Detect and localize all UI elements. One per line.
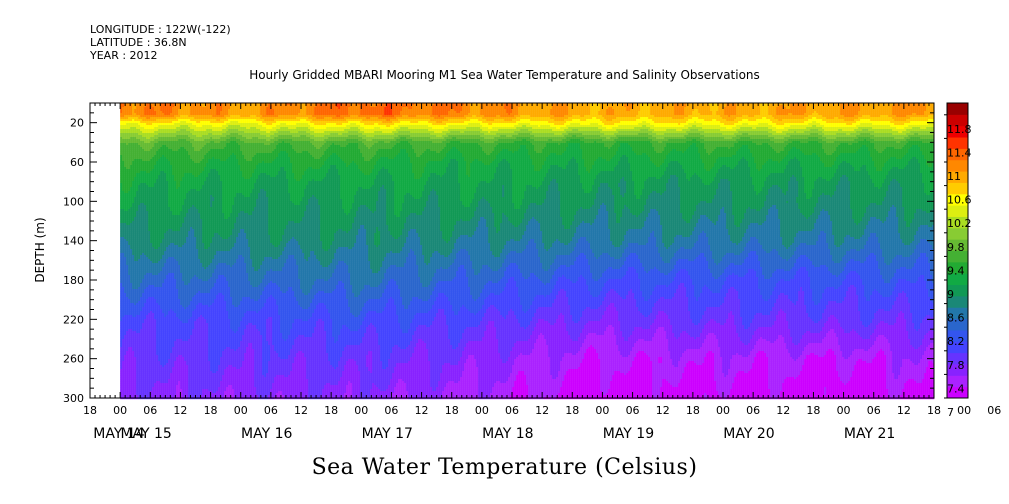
x-hour-tick-label: 18: [565, 404, 579, 417]
y-tick-label: 180: [63, 274, 84, 287]
x-hour-tick-label: 06: [867, 404, 881, 417]
colorbar-swatch: [947, 205, 968, 217]
y-tick-label: 20: [70, 117, 84, 130]
x-day-label: MAY 16: [241, 426, 292, 442]
x-hour-tick-label: 00: [595, 404, 609, 417]
colorbar-swatch: [947, 103, 968, 115]
x-hour-tick-label: 06: [143, 404, 157, 417]
colorbar: 11.8 11.4 11 10.6 10.2 9.8 9.4 9 8.6 8.2 7.8 7.4 7: [944, 103, 972, 419]
chart-subtitle: Sea Water Temperature (Celsius): [0, 455, 1009, 480]
x-day-label: MAY 19: [603, 426, 654, 442]
y-tick-label: 300: [63, 392, 84, 405]
temperature-field: [120, 103, 934, 399]
x-hour-tick-label: 06: [264, 404, 278, 417]
x-hour-tick-label: 18: [83, 404, 97, 417]
x-hour-tick-label: 00: [837, 404, 851, 417]
y-tick-label: 220: [63, 313, 84, 326]
colorbar-label: 9: [947, 288, 954, 301]
x-hour-tick-label: 12: [535, 404, 549, 417]
x-hour-tick-label: 00: [716, 404, 730, 417]
x-hour-tick-label: 18: [806, 404, 820, 417]
x-hour-tick-label: 12: [776, 404, 790, 417]
colorbar-label: 7.4: [947, 382, 965, 395]
x-day-label: MAY 17: [362, 426, 413, 442]
colorbar-label: 9.8: [947, 241, 965, 254]
x-day-label: MAY 21: [844, 426, 895, 442]
x-hour-tick-label: 12: [294, 404, 308, 417]
x-hour-tick-label: 00: [234, 404, 248, 417]
x-hour-tick-label: 12: [415, 404, 429, 417]
x-hour-tick-label: 06: [626, 404, 640, 417]
colorbar-label: 8.6: [947, 312, 965, 325]
colorbar-label: 7.8: [947, 359, 965, 372]
x-day-label: MAY 20: [723, 426, 774, 442]
x-day-label: MAY 18: [482, 426, 533, 442]
x-day-label: MAY 15: [120, 426, 171, 442]
colorbar-label: 10.6: [947, 194, 972, 207]
colorbar-label: 11: [947, 170, 961, 183]
x-hour-tick-label: 12: [656, 404, 670, 417]
colorbar-label: 7: [947, 406, 954, 419]
x-hour-tick-label: 18: [927, 404, 941, 417]
colorbar-swatch: [947, 182, 968, 194]
x-hour-tick-label: 06: [505, 404, 519, 417]
x-hour-tick-label: 18: [324, 404, 338, 417]
x-hour-tick-label: 00: [957, 404, 971, 417]
y-tick-label: 260: [63, 353, 84, 366]
x-hour-tick-label: 06: [384, 404, 398, 417]
y-tick-label: 100: [63, 195, 84, 208]
colorbar-label: 10.2: [947, 217, 972, 230]
x-hour-tick-label: 18: [204, 404, 218, 417]
y-axis-label: DEPTH (m): [33, 217, 47, 282]
x-hour-tick-label: 00: [354, 404, 368, 417]
x-hour-tick-label: 12: [897, 404, 911, 417]
x-hour-tick-label: 18: [445, 404, 459, 417]
x-hour-tick-label: 12: [173, 404, 187, 417]
colorbar-label: 11.8: [947, 123, 972, 136]
x-hour-tick-label: 06: [746, 404, 760, 417]
colorbar-label: 9.4: [947, 264, 965, 277]
y-tick-label: 60: [70, 156, 84, 169]
x-hour-tick-label: 06: [987, 404, 1001, 417]
x-hour-tick-label: 18: [686, 404, 700, 417]
colorbar-label: 8.2: [947, 335, 965, 348]
x-hour-tick-label: 00: [113, 404, 127, 417]
x-hour-tick-label: 00: [475, 404, 489, 417]
y-tick-label: 140: [63, 235, 84, 248]
colorbar-label: 11.4: [947, 146, 972, 159]
